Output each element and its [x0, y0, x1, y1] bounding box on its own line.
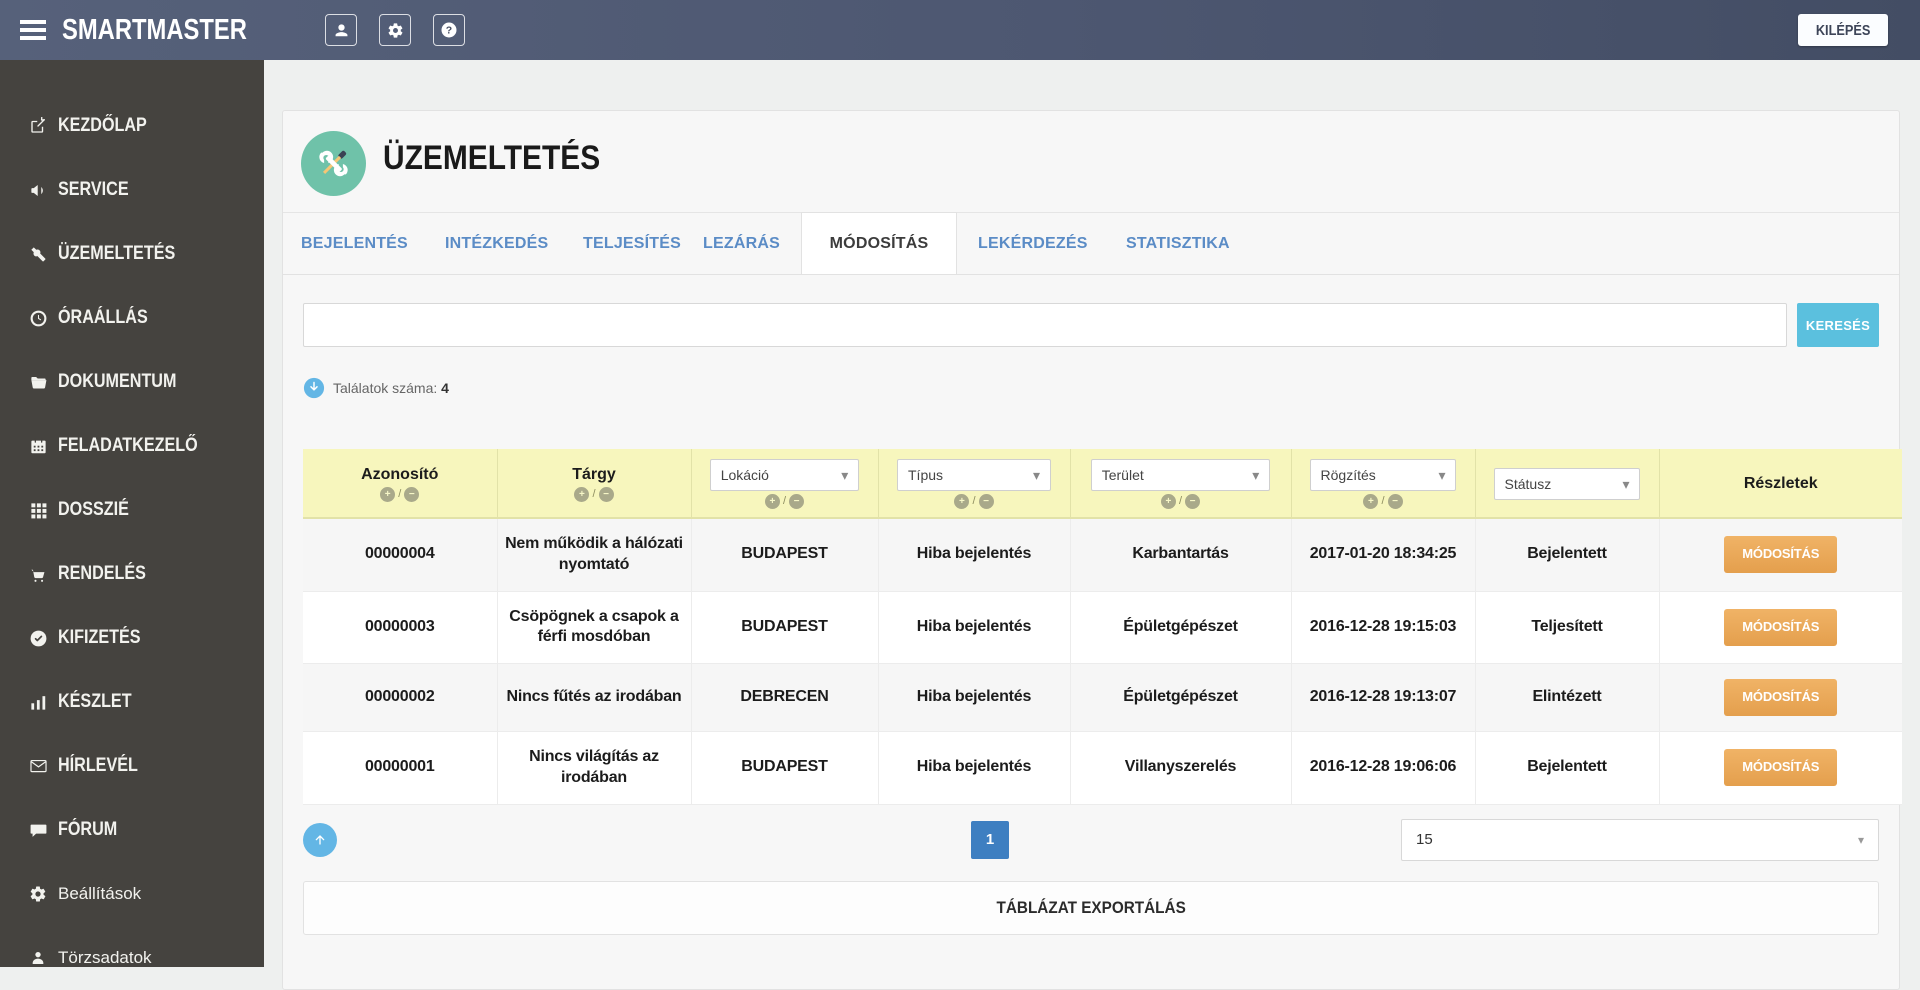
svg-text:?: ?: [446, 25, 452, 37]
